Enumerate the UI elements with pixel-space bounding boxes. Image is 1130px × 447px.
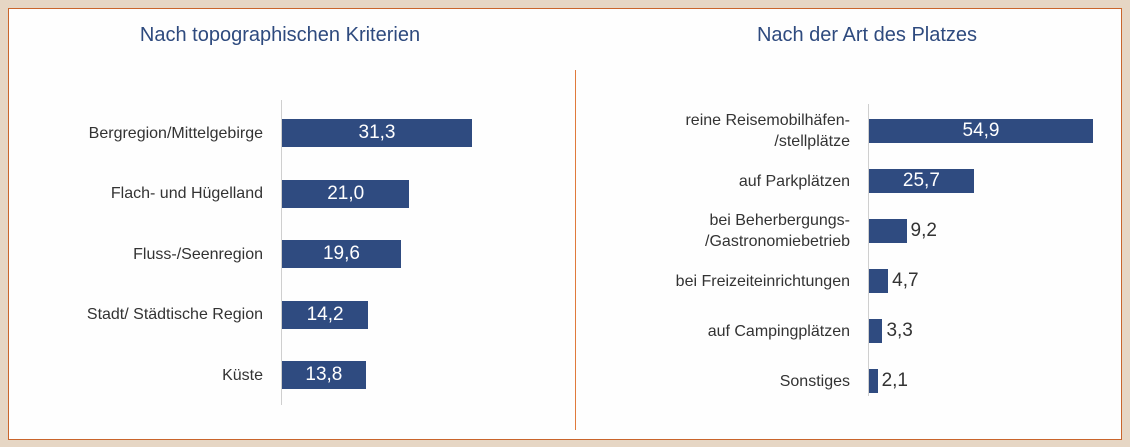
bar	[282, 361, 366, 389]
bar	[869, 219, 907, 243]
value-label: 2,1	[881, 370, 908, 391]
category-label: reine Reisemobilhäfen- /stellplätze	[685, 112, 850, 150]
bar	[869, 319, 883, 343]
value-label: 25,7	[902, 170, 940, 191]
category-label: bei Freizeiteinrichtungen	[675, 272, 850, 290]
value-label: 13,8	[305, 364, 343, 385]
panel	[8, 8, 1122, 440]
bar	[869, 269, 889, 293]
chart-title: Nach der Art des Platzes	[756, 24, 978, 46]
category-axis	[868, 104, 869, 396]
value-label: 14,2	[306, 303, 344, 325]
bar	[282, 300, 369, 329]
value-label: 21,0	[327, 182, 365, 204]
value-label: 4,7	[892, 270, 919, 291]
category-label: auf Campingplätzen	[707, 322, 850, 340]
divider	[575, 70, 576, 430]
category-label: Sonstiges	[779, 372, 850, 390]
value-label: 19,6	[322, 243, 360, 264]
bar	[282, 119, 472, 147]
category-axis	[281, 100, 282, 405]
bar	[282, 240, 401, 268]
value-label: 9,2	[910, 220, 937, 241]
value-label: 3,3	[886, 320, 913, 341]
bar	[869, 169, 974, 193]
bar	[869, 369, 878, 393]
category-label: auf Parkplätzen	[738, 172, 850, 190]
category-label: Flach- und Hügelland	[110, 185, 263, 202]
category-label: Küste	[222, 366, 263, 384]
chart-title: Nach topographischen Kriterien	[139, 24, 421, 46]
category-label: bei Beherbergungs- /Gastronomiebetrieb	[705, 212, 850, 250]
value-label: 31,3	[358, 122, 396, 143]
bar	[869, 119, 1093, 143]
category-label: Bergregion/Mittelgebirge	[88, 124, 263, 142]
category-label: Fluss-/Seenregion	[133, 245, 263, 263]
value-label: 54,9	[962, 120, 1000, 141]
category-label: Stadt/ Städtische Region	[86, 306, 263, 323]
bar	[282, 179, 410, 208]
